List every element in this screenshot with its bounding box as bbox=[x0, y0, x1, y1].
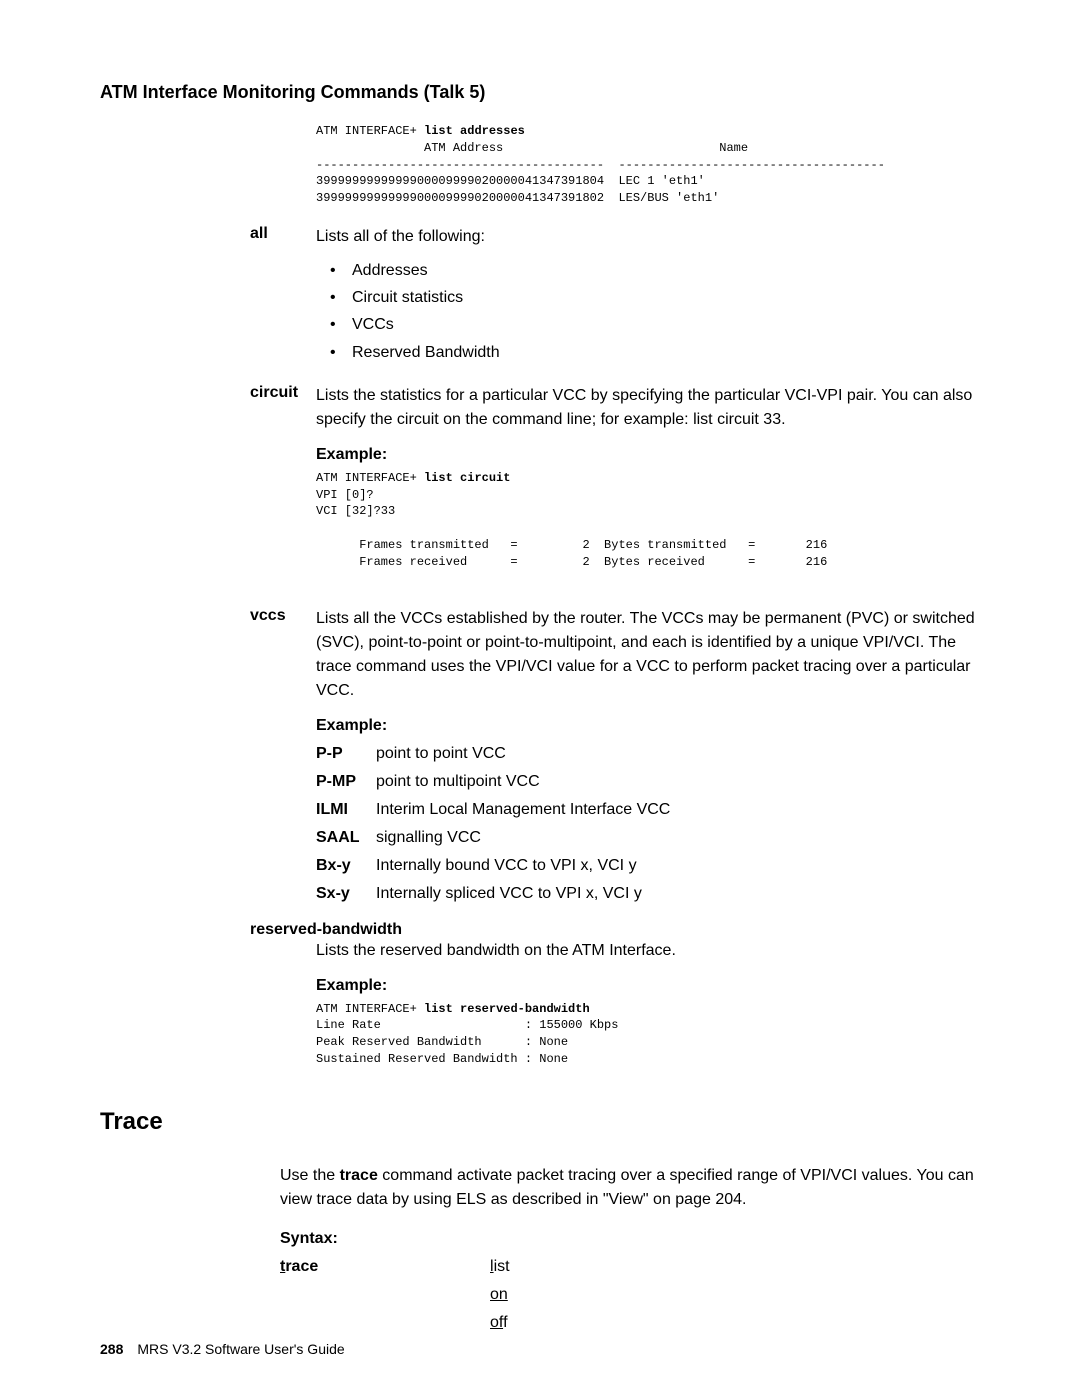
trace-paragraph: Use the trace command activate packet tr… bbox=[280, 1164, 980, 1212]
syntax-options: list on off bbox=[490, 1258, 510, 1342]
syntax-row: trace list on off bbox=[280, 1258, 980, 1342]
subterm-row: P-P point to point VCC bbox=[316, 745, 980, 763]
subterm-desc: Internally bound VCC to VPI x, VCI y bbox=[376, 857, 637, 875]
subterm-row: P-MP point to multipoint VCC bbox=[316, 773, 980, 791]
code-list-circuit: ATM INTERFACE+ list circuit VPI [0]? VCI… bbox=[316, 470, 980, 571]
term-circuit: circuit Lists the statistics for a parti… bbox=[250, 384, 980, 432]
term-circuit-desc: Lists the statistics for a particular VC… bbox=[316, 384, 980, 432]
subterm-label: Sx-y bbox=[316, 885, 376, 903]
syntax-opt-on: on bbox=[490, 1286, 510, 1304]
code-list-addresses: ATM INTERFACE+ list addresses ATM Addres… bbox=[316, 123, 980, 207]
bullet-item: •Addresses bbox=[330, 257, 980, 284]
rb-desc: Lists the reserved bandwidth on the ATM … bbox=[316, 939, 980, 963]
term-all-label: all bbox=[250, 225, 316, 249]
term-circuit-label: circuit bbox=[250, 384, 316, 432]
subterm-label: Bx-y bbox=[316, 857, 376, 875]
syntax-opt-off: off bbox=[490, 1314, 510, 1332]
section-header: ATM Interface Monitoring Commands (Talk … bbox=[100, 82, 980, 103]
page-footer: 288 MRS V3.2 Software User's Guide bbox=[100, 1341, 345, 1357]
term-reserved-bandwidth: reserved-bandwidth Lists the reserved ba… bbox=[250, 921, 980, 963]
subterm-label: ILMI bbox=[316, 801, 376, 819]
subterm-row: SAAL signalling VCC bbox=[316, 829, 980, 847]
term-vccs-desc: Lists all the VCCs established by the ro… bbox=[316, 607, 980, 703]
bullet-item: •VCCs bbox=[330, 311, 980, 338]
footer-text: MRS V3.2 Software User's Guide bbox=[137, 1341, 344, 1357]
subterm-desc: point to multipoint VCC bbox=[376, 773, 540, 791]
code-list-reserved-bandwidth: ATM INTERFACE+ list reserved-bandwidth L… bbox=[316, 1001, 980, 1068]
syntax-label: Syntax: bbox=[280, 1230, 980, 1248]
subterm-desc: Interim Local Management Interface VCC bbox=[376, 801, 670, 819]
term-all: all Lists all of the following: bbox=[250, 225, 980, 249]
page-number: 288 bbox=[100, 1341, 123, 1357]
all-bullet-list: •Addresses •Circuit statistics •VCCs •Re… bbox=[330, 257, 980, 366]
example-label-3: Example: bbox=[316, 977, 980, 995]
rb-label: reserved-bandwidth bbox=[250, 921, 980, 939]
example-label-2: Example: bbox=[316, 717, 980, 735]
bullet-item: •Reserved Bandwidth bbox=[330, 339, 980, 366]
subterm-desc: signalling VCC bbox=[376, 829, 481, 847]
trace-heading: Trace bbox=[100, 1108, 980, 1136]
subterm-label: P-MP bbox=[316, 773, 376, 791]
bullet-item: •Circuit statistics bbox=[330, 284, 980, 311]
subterm-label: SAAL bbox=[316, 829, 376, 847]
subterm-label: P-P bbox=[316, 745, 376, 763]
subterm-row: Bx-y Internally bound VCC to VPI x, VCI … bbox=[316, 857, 980, 875]
syntax-opt-list: list bbox=[490, 1258, 510, 1276]
subterm-desc: Internally spliced VCC to VPI x, VCI y bbox=[376, 885, 642, 903]
example-label-1: Example: bbox=[316, 446, 980, 464]
term-vccs: vccs Lists all the VCCs established by t… bbox=[250, 607, 980, 703]
term-vccs-label: vccs bbox=[250, 607, 316, 703]
term-all-desc: Lists all of the following: bbox=[316, 225, 485, 249]
subterm-desc: point to point VCC bbox=[376, 745, 506, 763]
subterm-row: ILMI Interim Local Management Interface … bbox=[316, 801, 980, 819]
syntax-command: trace bbox=[280, 1258, 490, 1342]
subterm-row: Sx-y Internally spliced VCC to VPI x, VC… bbox=[316, 885, 980, 903]
